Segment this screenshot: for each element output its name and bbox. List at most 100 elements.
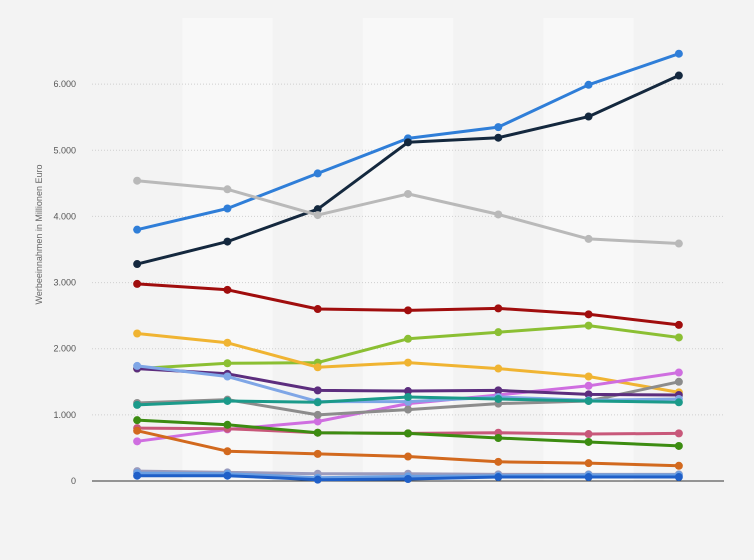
- data-point[interactable]: [674, 429, 683, 438]
- data-point[interactable]: [674, 377, 683, 386]
- data-point[interactable]: [674, 320, 683, 329]
- data-point[interactable]: [494, 364, 503, 373]
- data-point[interactable]: [404, 475, 412, 484]
- data-point[interactable]: [313, 410, 322, 419]
- y-tick-label: 2.000: [53, 344, 76, 354]
- data-point[interactable]: [313, 205, 322, 214]
- data-point[interactable]: [404, 392, 412, 401]
- data-point[interactable]: [133, 471, 142, 480]
- data-point[interactable]: [223, 204, 232, 213]
- data-point[interactable]: [674, 368, 683, 377]
- data-point[interactable]: [133, 361, 142, 370]
- data-point[interactable]: [494, 304, 503, 313]
- data-point[interactable]: [584, 80, 593, 89]
- data-point[interactable]: [223, 471, 232, 480]
- y-tick-label: 3.000: [53, 278, 76, 288]
- data-point[interactable]: [223, 372, 232, 381]
- data-point[interactable]: [404, 334, 412, 343]
- data-point[interactable]: [404, 387, 412, 396]
- data-point[interactable]: [494, 328, 503, 337]
- data-point[interactable]: [133, 176, 142, 185]
- data-point[interactable]: [584, 381, 593, 390]
- data-point[interactable]: [494, 133, 503, 142]
- data-point[interactable]: [494, 210, 503, 219]
- data-point[interactable]: [223, 396, 232, 405]
- data-point[interactable]: [494, 386, 503, 395]
- data-point[interactable]: [133, 426, 142, 435]
- data-point[interactable]: [404, 452, 412, 461]
- data-point[interactable]: [674, 461, 683, 470]
- data-point[interactable]: [313, 475, 322, 484]
- data-point[interactable]: [313, 363, 322, 372]
- data-point[interactable]: [313, 305, 322, 314]
- data-point[interactable]: [313, 211, 322, 220]
- data-point[interactable]: [404, 306, 412, 315]
- data-point[interactable]: [674, 239, 683, 248]
- data-point[interactable]: [404, 405, 412, 414]
- data-point[interactable]: [674, 49, 683, 58]
- data-point[interactable]: [494, 457, 503, 466]
- data-point[interactable]: [133, 225, 142, 234]
- data-point[interactable]: [133, 400, 142, 409]
- data-point[interactable]: [223, 185, 232, 194]
- data-point[interactable]: [404, 138, 412, 147]
- data-point[interactable]: [584, 234, 593, 243]
- series-4: [133, 279, 683, 329]
- data-point[interactable]: [584, 459, 593, 468]
- data-point[interactable]: [674, 473, 683, 482]
- data-point[interactable]: [584, 430, 593, 439]
- series-14: [133, 426, 683, 470]
- data-point[interactable]: [404, 429, 412, 438]
- data-point[interactable]: [584, 396, 593, 405]
- y-tick-label: 6.000: [53, 79, 76, 89]
- data-point[interactable]: [313, 386, 322, 395]
- data-point[interactable]: [674, 398, 683, 407]
- series-13: [133, 416, 683, 450]
- data-point[interactable]: [313, 428, 322, 437]
- data-point[interactable]: [584, 437, 593, 446]
- data-point[interactable]: [133, 260, 142, 269]
- y-axis-tick-labels: 0 1.000 2.000 3.000 4.000 5.000 6.000: [53, 79, 76, 486]
- series-group: [133, 49, 683, 484]
- data-point[interactable]: [494, 473, 503, 482]
- series-2: [133, 71, 683, 269]
- data-point[interactable]: [223, 237, 232, 246]
- data-point[interactable]: [674, 71, 683, 80]
- series-17: [133, 471, 683, 484]
- y-axis-title: Werbeeinnahmen in Millionen Euro: [34, 165, 44, 305]
- data-point[interactable]: [404, 189, 412, 198]
- y-tick-label: 0: [71, 476, 76, 486]
- y-tick-label: 1.000: [53, 410, 76, 420]
- data-point[interactable]: [133, 329, 142, 338]
- column-bands: [182, 18, 634, 481]
- data-point[interactable]: [584, 372, 593, 381]
- data-point[interactable]: [584, 473, 593, 482]
- data-point[interactable]: [223, 447, 232, 456]
- data-point[interactable]: [313, 449, 322, 458]
- data-point[interactable]: [313, 398, 322, 407]
- data-point[interactable]: [404, 358, 412, 367]
- data-point[interactable]: [494, 123, 503, 132]
- data-point[interactable]: [223, 359, 232, 368]
- data-point[interactable]: [313, 417, 322, 426]
- data-point[interactable]: [223, 420, 232, 429]
- series-3: [133, 176, 683, 248]
- data-point[interactable]: [133, 416, 142, 425]
- data-point[interactable]: [584, 112, 593, 121]
- y-tick-label: 4.000: [53, 211, 76, 221]
- data-point[interactable]: [674, 333, 683, 342]
- y-tick-label: 5.000: [53, 145, 76, 155]
- data-point[interactable]: [584, 310, 593, 319]
- data-point[interactable]: [494, 394, 503, 403]
- data-point[interactable]: [133, 279, 142, 288]
- data-point[interactable]: [313, 169, 322, 178]
- series-11: [133, 392, 683, 409]
- data-point[interactable]: [584, 321, 593, 330]
- data-point[interactable]: [674, 441, 683, 450]
- data-point[interactable]: [133, 437, 142, 446]
- data-point[interactable]: [223, 338, 232, 347]
- data-point[interactable]: [584, 390, 593, 399]
- data-point[interactable]: [494, 434, 503, 443]
- data-point[interactable]: [223, 285, 232, 294]
